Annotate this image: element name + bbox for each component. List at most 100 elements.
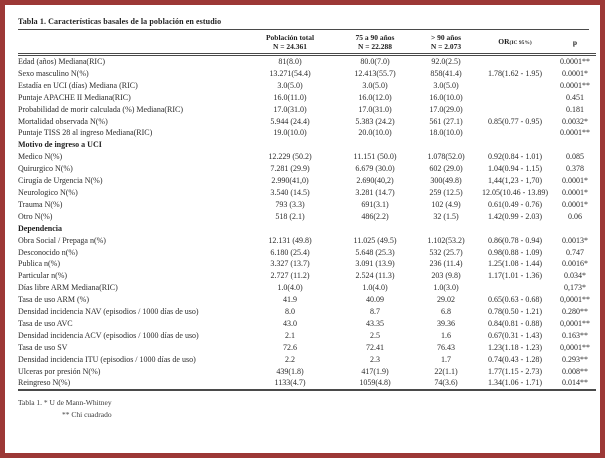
cell-g7590: 40.09 [366, 295, 384, 305]
table-row: Densidad incidencia ACV (episodios / 100… [18, 330, 596, 342]
cell-total: 12.131 (49.8) [268, 235, 312, 245]
cell-g90: 1.102(53.2) [427, 235, 465, 245]
table-row: Mortalidad observada N(%) 5.944 (24.4) 5.3… [18, 116, 596, 128]
cell-g90: 1.6 [441, 330, 451, 340]
section-row: Dependencia [18, 223, 596, 235]
row-label: Mortalidad observada N(%) [18, 116, 108, 126]
cell-or: 1.17(1.01 - 1.36) [488, 271, 542, 281]
row-label: Particular n(%) [18, 271, 68, 281]
cell-g90: 236 (11.4) [429, 259, 463, 269]
header-or: OR(IC 95%) [476, 30, 554, 56]
cell-total: 41.9 [283, 295, 297, 305]
header-75-90-line2: N = 22.288 [357, 42, 393, 51]
header-75-90: 75 a 90 años N = 22.288 [334, 30, 416, 56]
cell-total: 6.180 (25.4) [270, 247, 310, 257]
cell-p: 0.378 [566, 164, 584, 174]
cell-p: 0.0016* [562, 259, 588, 269]
cell-or: 0.78(0.50 - 1.21) [488, 307, 542, 317]
cell-p: 0.163** [562, 330, 588, 340]
cell-p: 0.0001** [560, 57, 590, 66]
cell-total: 13.271(54.4) [269, 68, 311, 78]
footnote-chi-cuadrado: ** Chi cuadrado [62, 410, 112, 420]
cell-total: 439(1.8) [276, 366, 304, 376]
table-body: Edad (años) Mediana(RIC) 81(8.0) 80.0(7.0)… [18, 55, 596, 392]
row-label: Probabilidad de morir calculada (%) Medi… [18, 104, 184, 114]
row-label: Estadía en UCI (días) Mediana (RIC) [18, 80, 138, 90]
cell-g7590: 43.35 [366, 318, 384, 328]
cell-or [476, 282, 554, 294]
table-title: Tabla 1. Características basales de la p… [18, 17, 222, 26]
table-region: Tabla 1. Características basales de la p… [18, 17, 596, 420]
cell-or: 1.04(0.94 - 1.15) [488, 164, 542, 174]
cell-p: 0.034* [564, 271, 586, 281]
cell-g90: 18.0(10.0) [429, 128, 463, 138]
cell-g90: 259 (12.5) [429, 187, 463, 197]
title-rule [18, 29, 589, 30]
table-row: Densidad incidencia NAV (episodios / 100… [18, 306, 596, 318]
cell-p: 0.293** [562, 354, 588, 364]
cell-total: 17.0(31.0) [273, 104, 307, 114]
row-label: Quirurgico N(%) [18, 164, 73, 174]
cell-total: 2.2 [285, 354, 295, 364]
cell-g90: 39.36 [437, 318, 455, 328]
row-label: Días libre ARM Mediana(RIC) [18, 283, 118, 293]
cell-g7590: 16.0(12.0) [358, 92, 392, 102]
table-row: Estadía en UCI (días) Mediana (RIC) 3.0(5… [18, 80, 596, 92]
cell-total: 2.1 [285, 330, 295, 340]
row-label: Neurologico N(%) [18, 187, 78, 197]
cell-p: 0.0032* [562, 116, 588, 126]
cell-or: 1.78(1.62 - 1.95) [488, 68, 542, 78]
row-label: Cirugía de Urgencia N(%) [18, 176, 103, 186]
row-label: Trauma N(%) [18, 199, 63, 209]
cell-total: 19.0(10.0) [273, 128, 307, 138]
cell-p: 0.008** [562, 366, 588, 376]
cell-p: 0.0001* [562, 199, 588, 209]
table-row: Reingreso N(%) 1133(4.7) 1059(4.8) 74(3.6) 1… [18, 377, 596, 392]
cell-g90: 858(41.4) [430, 68, 462, 78]
row-label: Medico N(%) [18, 152, 63, 162]
cell-p: 0.280** [562, 307, 588, 317]
header-poblacion-total-line2: N = 24.361 [272, 42, 308, 51]
cell-g7590: 1.0(4.0) [362, 283, 388, 293]
cell-g90: 6.8 [441, 307, 451, 317]
cell-g7590: 2.3 [370, 354, 380, 364]
cell-total: 72.6 [283, 342, 297, 352]
table-row: Días libre ARM Mediana(RIC) 1.0(4.0) 1.0(4… [18, 282, 596, 294]
cell-or: 0.67(0.31 - 1.43) [488, 330, 542, 340]
cell-or: 0.86(0.78 - 0.94) [488, 235, 542, 245]
cell-total: 81(8.0) [278, 57, 302, 66]
cell-p: 0,0001** [560, 295, 590, 305]
cell-or: 1.77(1.15 - 2.73) [488, 366, 542, 376]
cell-g7590: 3.091 (13.9) [355, 259, 395, 269]
cell-or: 0.85(0.77 - 0.95) [488, 116, 542, 126]
cell-g90: 561 (27.1) [429, 116, 463, 126]
table-row: Neurologico N(%) 3.540 (14.5) 3.281 (14.7)… [18, 187, 596, 199]
row-label: Densidad incidencia ACV (episodios / 100… [18, 330, 199, 340]
table-row: Puntaje TISS 28 al ingreso Mediana(RIC) 1… [18, 127, 596, 139]
cell-or: 0.65(0.63 - 0.68) [488, 295, 542, 305]
cell-total: 518 (2.1) [275, 211, 305, 221]
cell-p: 0.0001** [560, 80, 590, 90]
cell-g90: 602 (29.0) [429, 164, 463, 174]
cell-p: 0,0001** [560, 318, 590, 328]
cell-g7590: 5.648 (25.3) [355, 247, 395, 257]
cell-g7590: 3.281 (14.7) [355, 187, 395, 197]
cell-g7590: 8.7 [370, 307, 380, 317]
cell-g7590: 12.413(55.7) [354, 68, 396, 78]
cell-or: 1.34(1.06 - 1.71) [476, 377, 554, 392]
cell-g90: 32 (1.5) [433, 211, 459, 221]
header-p: p [554, 30, 596, 56]
cell-total: 1.0(4.0) [277, 283, 303, 293]
cell-or: 12.05(10.46 - 13.89) [482, 187, 548, 197]
header-mayor-90: > 90 años N = 2.073 [416, 30, 476, 56]
cell-p: 0.06 [568, 211, 582, 221]
cell-g90: 3.0(5.0) [433, 80, 459, 90]
cell-total: 793 (3.3) [275, 199, 305, 209]
table-row: Quirurgico N(%) 7.281 (29.9) 6.679 (30.0) 6… [18, 163, 596, 175]
cell-total: 16.0(11.0) [273, 92, 307, 102]
table-row: Tasa de uso ARM (%) 41.9 40.09 29.02 0.65(0.… [18, 294, 596, 306]
cell-g90: 203 (9.8) [431, 271, 461, 281]
table-row: Publica n(%) 3.327 (13.7) 3.091 (13.9) 236 … [18, 258, 596, 270]
cell-p: 0.014** [554, 377, 596, 392]
